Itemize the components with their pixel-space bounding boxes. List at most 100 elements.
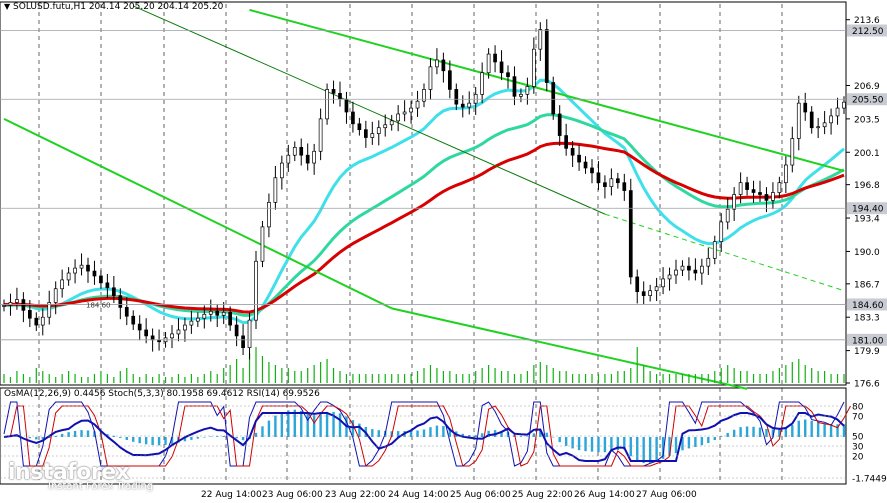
candle-body (725, 208, 730, 223)
candle-body (441, 59, 446, 72)
candle-body (628, 190, 633, 278)
candle-body (202, 313, 207, 319)
candle-body (228, 311, 233, 326)
chart-annotation: 184.60 (86, 301, 111, 309)
candle-body (557, 113, 562, 136)
indicator-axis-label: 70 (852, 413, 864, 423)
candle-body (551, 82, 556, 115)
price-tick-label: 179.9 (854, 347, 880, 357)
indicator-axis-label: 30 (852, 443, 864, 453)
time-tick-label: 26 Aug 14:00 (574, 490, 635, 500)
moving-averages (3, 78, 845, 325)
candle-body (680, 265, 685, 271)
candle-body (428, 66, 433, 90)
candle-body (60, 279, 65, 290)
candle-body (286, 154, 291, 164)
volume-bars (3, 347, 845, 383)
price-tick-label: 206.9 (854, 82, 880, 92)
candle-body (111, 287, 116, 296)
time-tick-label: 24 Aug 14:00 (388, 490, 449, 500)
candle-body (719, 221, 724, 242)
candle-body (273, 177, 278, 203)
candle-body (835, 107, 840, 117)
candle-body (635, 276, 640, 293)
candle-body (583, 161, 588, 169)
candle-body (176, 329, 181, 335)
candle-body (544, 29, 549, 83)
price-level-label: 205.50 (852, 96, 884, 106)
ohlc-values: 204.14 205.20 204.14 205.20 (88, 2, 224, 12)
candle-body (318, 118, 323, 152)
candle-body (260, 226, 265, 262)
candle-body (758, 192, 762, 195)
price-tick-label: 190.0 (854, 248, 880, 258)
candle-body (842, 101, 846, 109)
candle-body (622, 182, 627, 191)
candle-body (506, 72, 510, 78)
candle-body (809, 111, 814, 129)
channel-lower-line (3, 117, 393, 310)
candle-body (570, 147, 575, 156)
indicator-axis-label: 50 (852, 433, 864, 443)
time-tick-label: 23 Aug 06:00 (262, 490, 323, 500)
ema-slow-line (3, 141, 845, 314)
candle-body (137, 323, 142, 331)
candle-body (564, 135, 569, 149)
price-tick-label: 183.3 (854, 314, 880, 324)
candle-body (189, 320, 194, 326)
rsi-line (3, 412, 845, 462)
channel-middle-extension (604, 213, 845, 292)
candle-body (435, 59, 439, 68)
time-tick-label: 23 Aug 22:00 (325, 490, 386, 500)
candle-body (693, 269, 698, 274)
time-tick-label: 25 Aug 22:00 (512, 490, 573, 500)
price-tick-label: 213.6 (854, 16, 880, 26)
candle-body (480, 72, 485, 95)
candle-body (389, 120, 394, 126)
candle-body (299, 147, 304, 156)
candle-body (34, 317, 39, 326)
candle-body (467, 102, 472, 108)
candle-body (357, 123, 362, 131)
price-level-tag (847, 24, 887, 37)
candle-body (73, 267, 77, 274)
price-levels: 212.50 205.50 194.40 184.60 181.00 184.60 (0, 24, 887, 346)
candle-body (195, 317, 200, 322)
candle-body (351, 111, 355, 125)
candle-body (183, 324, 187, 331)
candle-body (454, 89, 459, 105)
candle-body (415, 100, 420, 109)
candle-body (493, 53, 497, 63)
candle-body (53, 288, 58, 303)
candle-body (124, 307, 129, 317)
candle-body (790, 138, 795, 166)
candle-body (409, 107, 413, 113)
price-level-tag (847, 333, 887, 346)
candle-body (312, 150, 317, 164)
candle-body (577, 154, 581, 163)
candle-body (331, 89, 336, 94)
candle-body (751, 189, 756, 193)
candle-body (596, 172, 601, 184)
candle-body (699, 265, 704, 274)
candle-body (648, 290, 653, 296)
candle-body (325, 89, 329, 120)
indicator-axis-label: -1.7449 (852, 475, 887, 485)
candle-body (745, 182, 749, 190)
candle-body (486, 53, 491, 74)
candle-body (2, 305, 6, 307)
candle-body (615, 178, 620, 184)
candle-body (279, 162, 284, 179)
candle-body (27, 309, 32, 319)
candle-body (512, 76, 517, 97)
candle-body (21, 299, 26, 311)
price-tick-label: 203.5 (854, 115, 880, 125)
candle-body (144, 329, 149, 337)
candle-body (344, 98, 349, 113)
candle-body (641, 291, 646, 296)
candle-body (150, 335, 155, 341)
candle-body (687, 265, 691, 271)
candle-body (460, 103, 465, 108)
